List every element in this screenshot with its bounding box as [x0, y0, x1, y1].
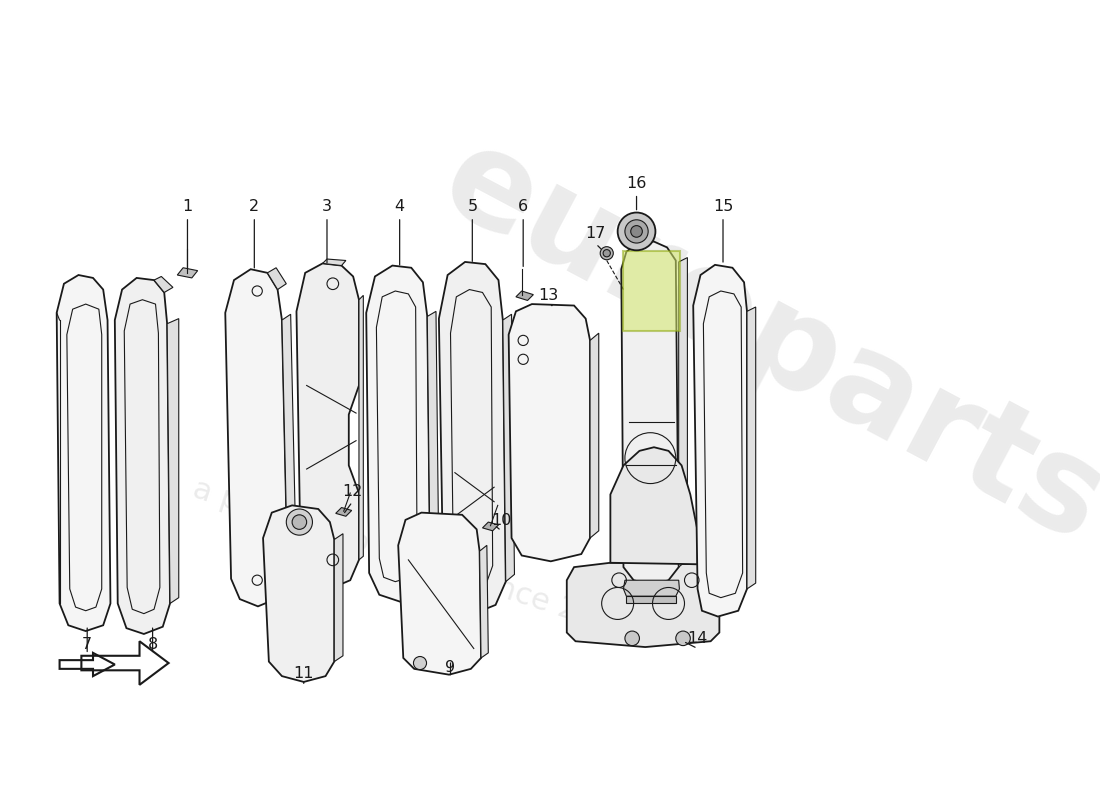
Polygon shape [621, 242, 679, 586]
Circle shape [625, 220, 648, 243]
Polygon shape [439, 262, 506, 614]
Polygon shape [427, 311, 439, 573]
Polygon shape [267, 268, 286, 290]
Text: 15: 15 [713, 199, 734, 214]
Text: 3: 3 [322, 199, 332, 214]
Polygon shape [154, 277, 173, 293]
Text: europarts: europarts [421, 114, 1100, 570]
Circle shape [603, 250, 611, 257]
Polygon shape [322, 259, 345, 266]
Polygon shape [226, 270, 288, 606]
Polygon shape [747, 307, 756, 589]
Polygon shape [398, 513, 481, 674]
Polygon shape [483, 522, 498, 530]
Text: 12: 12 [342, 484, 363, 499]
Text: 13: 13 [539, 288, 559, 303]
Text: 4: 4 [395, 199, 405, 214]
Circle shape [630, 226, 642, 238]
Text: 5: 5 [468, 199, 477, 214]
Circle shape [601, 246, 614, 260]
Polygon shape [590, 333, 598, 538]
Polygon shape [282, 314, 297, 578]
Text: 17: 17 [585, 226, 606, 241]
Polygon shape [334, 534, 343, 662]
Polygon shape [336, 507, 352, 516]
Polygon shape [359, 295, 363, 560]
Polygon shape [610, 447, 697, 564]
Circle shape [625, 631, 639, 646]
Text: a passion for parts since 2005: a passion for parts since 2005 [189, 475, 636, 645]
Text: 11: 11 [294, 666, 313, 681]
Text: 14: 14 [688, 631, 707, 646]
Text: 2: 2 [250, 199, 260, 214]
Polygon shape [624, 580, 680, 596]
Polygon shape [693, 265, 747, 617]
Polygon shape [366, 266, 430, 602]
Circle shape [286, 509, 312, 535]
Circle shape [414, 657, 427, 670]
Circle shape [293, 515, 307, 530]
Text: 10: 10 [492, 513, 512, 528]
Polygon shape [626, 596, 675, 603]
Text: 1: 1 [183, 199, 192, 214]
Circle shape [675, 631, 691, 646]
Polygon shape [508, 304, 590, 562]
Polygon shape [114, 278, 170, 634]
Text: 16: 16 [626, 176, 647, 191]
Polygon shape [297, 263, 359, 589]
Polygon shape [516, 291, 534, 301]
Polygon shape [679, 258, 688, 567]
Polygon shape [177, 268, 198, 278]
Bar [624, 251, 680, 331]
Polygon shape [566, 562, 719, 647]
Polygon shape [57, 275, 110, 631]
Polygon shape [263, 506, 334, 682]
Polygon shape [480, 546, 488, 658]
Polygon shape [503, 314, 515, 582]
Text: 6: 6 [518, 199, 528, 214]
Text: 8: 8 [147, 637, 157, 652]
Polygon shape [167, 318, 179, 603]
Text: 9: 9 [446, 660, 455, 675]
Circle shape [617, 213, 656, 250]
Text: 7: 7 [82, 637, 92, 652]
